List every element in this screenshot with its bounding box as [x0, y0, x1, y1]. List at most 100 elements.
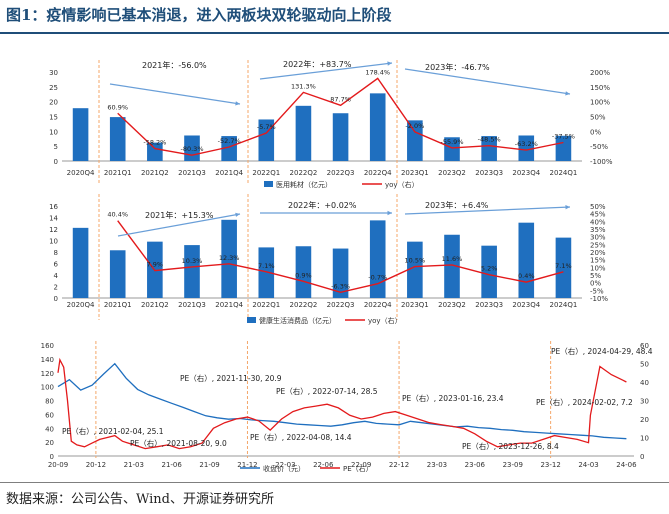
middle-yoy-label: 5.2% — [481, 265, 498, 273]
middle-ytick-right: 25% — [590, 241, 606, 249]
middle-ytick-left: 6 — [54, 261, 59, 269]
middle-ytick-right: 50% — [590, 203, 606, 211]
middle-ytick-left: 4 — [54, 272, 59, 280]
top-bar — [369, 93, 386, 161]
bottom-ytick-right: 30 — [640, 398, 649, 406]
middle-ytick-right: 15% — [590, 257, 606, 265]
top-yoy-label: 87.7% — [330, 95, 351, 103]
bottom-x-tick: 20-09 — [48, 461, 68, 469]
middle-category-label: 2021Q3 — [178, 301, 206, 309]
top-ytick-right: 0% — [590, 128, 601, 136]
top-yoy-label: -48.5% — [478, 136, 501, 144]
middle-bar — [295, 246, 312, 298]
top-bar — [481, 136, 497, 161]
middle-ytick-right: 40% — [590, 218, 606, 226]
middle-legend-bar-swatch — [247, 317, 256, 323]
pe-line — [57, 357, 627, 450]
top-yoy-label: -37.5% — [552, 132, 575, 140]
middle-ytick-right: 5% — [590, 272, 601, 280]
bottom-x-tick: 24-03 — [578, 461, 598, 469]
middle-ytick-right: 35% — [590, 226, 606, 234]
top-yoy-label: -5.7% — [257, 123, 276, 131]
top-bar — [109, 117, 126, 161]
top-category-label: 2022Q4 — [364, 169, 392, 177]
top-category-label: 2021Q2 — [141, 169, 169, 177]
middle-category-label: 2023Q3 — [475, 301, 503, 309]
middle-yoy-label: 0.9% — [295, 271, 312, 279]
top-yoy-label: -80.3% — [181, 145, 204, 153]
bottom-x-tick: 21-06 — [162, 461, 183, 469]
pe-annotation: PE（右）, 2021-02-04, 25.1 — [62, 426, 164, 436]
middle-bar — [555, 237, 572, 298]
bottom-ytick-left: 120 — [41, 370, 54, 378]
top-ytick-left: 25 — [49, 84, 58, 92]
top-category-label: 2023Q2 — [438, 169, 466, 177]
middle-category-label: 2022Q2 — [290, 301, 318, 309]
middle-legend-bar-label: 健康生活消费品（亿元） — [259, 316, 336, 325]
top-period-annotation: 2023年：-46.7% — [425, 62, 490, 72]
top-category-label: 2023Q4 — [512, 169, 540, 177]
middle-yoy-label: -6.3% — [331, 282, 350, 290]
middle-category-label: 2022Q1 — [252, 301, 280, 309]
title-rule — [0, 32, 669, 34]
bottom-x-tick: 22-12 — [389, 461, 409, 469]
middle-yoy-label: 7.1% — [258, 262, 275, 270]
top-legend-bar-label: 医用耗材（亿元） — [276, 180, 332, 189]
middle-period-annotation: 2023年：+6.4% — [425, 200, 489, 210]
top-category-label: 2021Q3 — [178, 169, 206, 177]
middle-period-annotation: 2022年：+0.02% — [288, 200, 357, 210]
top-yoy-label: -52.7% — [218, 137, 241, 145]
pe-annotation: PE（右）, 2022-04-08, 14.4 — [250, 432, 352, 442]
top-ytick-right: 100% — [590, 99, 610, 107]
top-trend-arrow — [259, 62, 393, 80]
source-note: 数据来源：公司公告、Wind、开源证券研究所 — [6, 492, 274, 507]
bottom-ytick-right: 10 — [640, 435, 649, 443]
top-trend-arrow — [404, 68, 571, 95]
middle-yoy-label: 10.3% — [182, 257, 203, 265]
bottom-x-tick: 23-03 — [427, 461, 447, 469]
middle-yoy-label: 11.6% — [442, 255, 463, 263]
pe-annotation: PE（右）, 2023-12-26, 8.4 — [462, 441, 559, 451]
top-category-label: 2023Q1 — [401, 169, 429, 177]
middle-ytick-left: 14 — [49, 215, 58, 223]
middle-bar — [518, 222, 535, 298]
middle-category-label: 2023Q1 — [401, 301, 429, 309]
middle-bar — [258, 247, 275, 298]
middle-ytick-left: 2 — [54, 284, 58, 292]
top-trend-arrowhead — [235, 101, 240, 106]
middle-bar — [221, 219, 237, 298]
bottom-x-tick: 23-06 — [465, 461, 486, 469]
middle-category-label: 2021Q1 — [104, 301, 132, 309]
middle-category-label: 2023Q4 — [512, 301, 540, 309]
top-category-label: 2022Q1 — [252, 169, 280, 177]
middle-ytick-right: 30% — [590, 234, 606, 242]
bottom-x-tick: 21-03 — [124, 461, 144, 469]
bottom-ytick-left: 0 — [50, 453, 54, 461]
bottom-x-tick: 22-09 — [351, 461, 371, 469]
middle-bar — [109, 250, 126, 298]
middle-yoy-label: 0.4% — [518, 272, 535, 280]
top-yoy-label: -55.9% — [441, 138, 464, 146]
top-yoy-label: 131.3% — [291, 82, 316, 90]
top-bar — [518, 135, 535, 161]
middle-ytick-left: 10 — [49, 238, 58, 246]
bottom-ytick-left: 160 — [41, 342, 54, 350]
top-trend-arrowhead — [387, 61, 392, 66]
middle-yoy-label: 10.5% — [405, 257, 426, 265]
bottom-legend-pe-label: PE（右） — [343, 464, 373, 473]
middle-trend-arrow — [404, 206, 571, 215]
bottom-ytick-left: 100 — [41, 384, 54, 392]
bottom-x-tick: 21-09 — [199, 461, 219, 469]
bottom-x-tick: 21-12 — [237, 461, 257, 469]
top-ytick-left: 30 — [49, 69, 58, 77]
top-bar — [407, 120, 423, 161]
middle-ytick-right: 0% — [590, 280, 601, 288]
middle-category-label: 2022Q4 — [364, 301, 392, 309]
top-category-label: 2021Q4 — [215, 169, 243, 177]
middle-ytick-left: 0 — [54, 295, 58, 303]
middle-yoy-label: 12.3% — [219, 254, 240, 262]
bottom-ytick-right: 60 — [640, 342, 649, 350]
middle-bar — [481, 245, 497, 298]
charts-canvas: 051015202530-100%-50%0%50%100%150%200%20… — [41, 59, 653, 473]
top-bar — [221, 136, 237, 161]
